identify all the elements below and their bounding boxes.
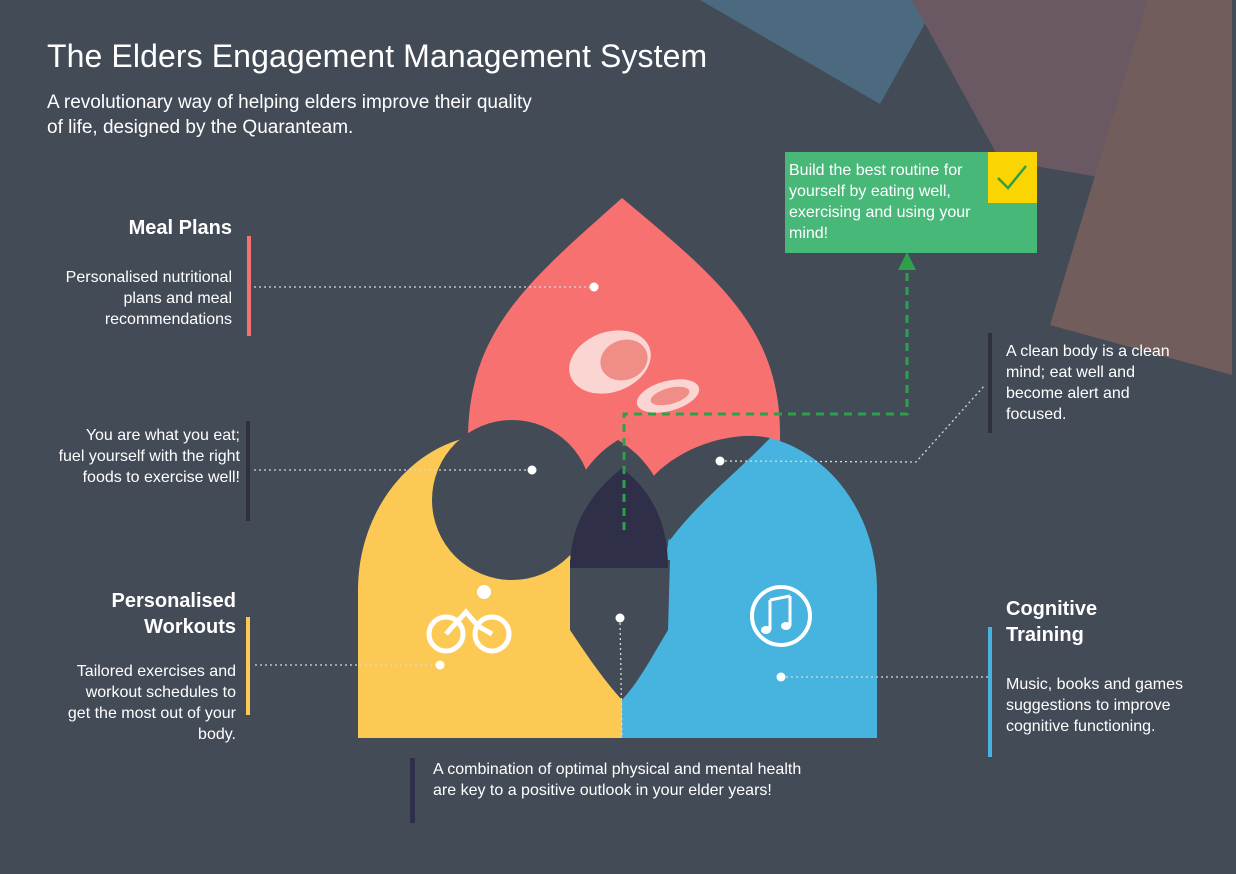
meat-icon [569, 330, 700, 413]
meal-cognitive-overlap-text: A clean body is a clean mind; eat well a… [1006, 343, 1170, 423]
workouts-title: Personalised Workouts [111, 590, 236, 638]
overlap-meal-cognitive-region [646, 435, 770, 540]
page-title: The Elders Engagement Management System [47, 38, 708, 74]
music-note-icon [750, 585, 812, 647]
bg-shape-brown [1050, 0, 1232, 375]
callout-text: Build the best routine for yourself by e… [789, 162, 971, 242]
page-subtitle: A revolutionary way of helping elders im… [47, 92, 532, 138]
connectors [254, 286, 988, 739]
meal-cognitive-accent-bar [988, 333, 992, 433]
meal-plans-title: Meal Plans [128, 217, 232, 239]
meal-plans-accent-bar [247, 236, 251, 336]
combined-text: A combination of optimal physical and me… [433, 761, 802, 799]
cyclist-icon [426, 585, 512, 654]
bg-shape-blue [700, 0, 938, 104]
cognitive-description: Music, books and games suggestions to im… [1006, 676, 1183, 735]
connector-dots [435, 282, 786, 682]
overlap-meal-workout-region [465, 435, 594, 540]
meal-workout-overlap-text: You are what you eat; fuel yourself with… [58, 427, 240, 486]
workouts-accent-bar [246, 617, 250, 715]
cognitive-title: Cognitive Training [1006, 598, 1098, 646]
workouts-description: Tailored exercises and workout schedules… [67, 663, 236, 743]
meal-plans-description: Personalised nutritional plans and meal … [65, 269, 232, 328]
callout-arrow-head [898, 252, 916, 270]
checkmark-icon [988, 152, 1037, 203]
callout-arrow [622, 266, 909, 530]
combined-accent-bar [410, 758, 415, 823]
center-overlap [570, 468, 668, 568]
cognitive-accent-bar [988, 627, 992, 757]
meal-workout-accent-bar [246, 421, 250, 521]
